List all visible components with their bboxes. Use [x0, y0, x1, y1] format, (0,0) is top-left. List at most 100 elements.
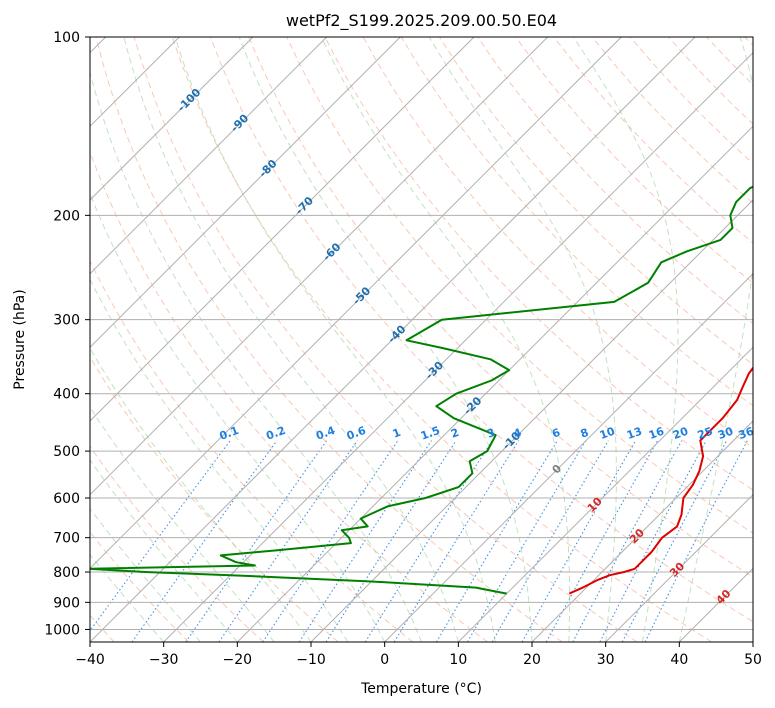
x-tick-label: 30 [597, 652, 615, 668]
mixing-ratio-label: 0.1 [218, 424, 241, 443]
mixing-ratio-line [644, 440, 748, 642]
mixing-ratio-line [521, 440, 637, 642]
mixing-ratio-label: 3 [485, 426, 497, 441]
mixing-ratio-label: 13 [625, 425, 644, 442]
dry-adiabat-line [515, 37, 753, 284]
dry-adiabat-line [591, 37, 753, 204]
isotherm-line [531, 420, 753, 642]
dry-adiabat-line [90, 259, 414, 642]
isotherm-label: -60 [320, 240, 343, 263]
mixing-ratio-label: 1 [391, 426, 403, 441]
y-tick-label: 800 [53, 565, 80, 581]
y-axis: 100 200 300 400 500 600 700 800 900 1000 [44, 30, 90, 638]
x-tick-label: 20 [523, 652, 541, 668]
moist-adiabat-line [572, 37, 679, 642]
isotherm-line [384, 272, 753, 642]
dry-adiabat-line [90, 531, 190, 642]
mixing-ratio-label: 30 [716, 424, 735, 442]
x-tick-label: 10 [449, 652, 467, 668]
dry-adiabat-line [95, 37, 563, 642]
isotherm-line [90, 37, 696, 642]
isotherm-line [90, 37, 328, 275]
isotherm-line [90, 37, 254, 201]
moist-adiabat-line [90, 459, 238, 642]
isotherm-line [457, 346, 753, 642]
moist-adiabat-line [320, 37, 571, 642]
mixing-ratio-line [491, 440, 609, 642]
x-tick-label: 0 [380, 652, 389, 668]
mixing-ratio-line [393, 440, 520, 642]
dry-adiabat-line [744, 37, 753, 47]
y-tick-label: 100 [53, 30, 80, 46]
temperature-line [568, 366, 753, 595]
mixing-ratio-line [185, 440, 328, 642]
x-tick-label: 50 [744, 652, 762, 668]
moist-adiabat-line [428, 37, 617, 642]
x-tick-label: −20 [223, 652, 253, 668]
dry-adiabat-line [210, 37, 753, 623]
mixing-ratio-line [572, 440, 683, 642]
isotherm-line [90, 37, 549, 496]
mixing-ratio-label: 16 [647, 424, 666, 442]
mixing-ratio-label: 8 [579, 426, 591, 441]
dry-adiabat-line [324, 37, 753, 491]
mixing-ratio-label: 2 [449, 426, 461, 441]
isotherm-line [163, 51, 753, 642]
y-tick-label: 200 [53, 208, 80, 224]
series-layer [90, 185, 753, 595]
x-tick-label: −40 [75, 652, 105, 668]
moist-adiabat-line [238, 37, 533, 642]
dry-adiabat-line [668, 37, 753, 125]
y-tick-label: 400 [53, 387, 80, 403]
dewpoint-line [90, 185, 753, 595]
isotherm-line [90, 37, 401, 349]
isotherm-label: -70 [293, 194, 316, 217]
mixing-ratio-line [364, 440, 493, 642]
y-axis-label: Pressure (hPa) [12, 289, 28, 389]
x-tick-label: −10 [296, 652, 326, 668]
mixing-ratio-label: 25 [696, 425, 715, 442]
y-tick-label: 600 [53, 491, 80, 507]
mixing-ratio-line [545, 440, 659, 642]
mixing-ratio-label: 0.6 [345, 424, 368, 443]
mixing-ratio-label: 20 [671, 424, 690, 442]
mixing-ratio-label: 6 [550, 426, 562, 441]
moist-adiabat-line [90, 70, 422, 642]
mixing-ratio-label: 4 [512, 426, 524, 441]
plot-frame [89, 36, 754, 643]
y-tick-label: 1000 [44, 622, 80, 638]
line-labels: -100-90-80-70-60-50-40-30-20-10010203040… [175, 86, 756, 607]
dry-adiabat-line [553, 37, 753, 244]
dry-adiabat-line [286, 37, 753, 534]
isotherm-label: 0 [550, 462, 565, 477]
mixing-ratio-line [218, 440, 358, 642]
dry-adiabat-line [90, 356, 339, 642]
y-tick-label: 900 [53, 595, 80, 611]
mixing-ratio-label: 0.2 [264, 424, 287, 443]
dry-adiabat-line [133, 37, 638, 642]
chart-title: wetPf2_S199.2025.209.00.50.E04 [286, 11, 557, 31]
isotherm-label: -90 [228, 111, 251, 134]
dry-adiabat-line [90, 445, 264, 642]
dry-adiabat-line [171, 37, 712, 642]
isotherm-line [236, 125, 753, 642]
x-axis-label: Temperature (°C) [360, 681, 482, 697]
mixing-ratio-line [467, 440, 587, 642]
moist-adiabat-line [174, 37, 496, 642]
mixing-ratio-line [298, 440, 432, 642]
mixing-ratio-label: 36 [737, 424, 756, 442]
mixing-ratio-label: 1.5 [419, 424, 442, 443]
moist-adiabat-line [678, 37, 753, 642]
isotherm-line [678, 567, 753, 642]
mixing-ratio-line [262, 440, 399, 642]
isotherm-label: 20 [627, 526, 647, 546]
mixing-ratio-line [90, 440, 231, 632]
x-tick-label: −30 [149, 652, 179, 668]
mixing-ratio-label: 10 [598, 424, 617, 442]
y-tick-label: 700 [53, 531, 80, 547]
x-axis: −40 −30 −20 −10 0 10 20 30 40 50 [75, 642, 762, 668]
isotherm-line [90, 37, 475, 422]
mixing-ratio-label: 0.4 [314, 424, 337, 443]
background-lines [90, 37, 753, 642]
isotherm-line [752, 641, 753, 642]
